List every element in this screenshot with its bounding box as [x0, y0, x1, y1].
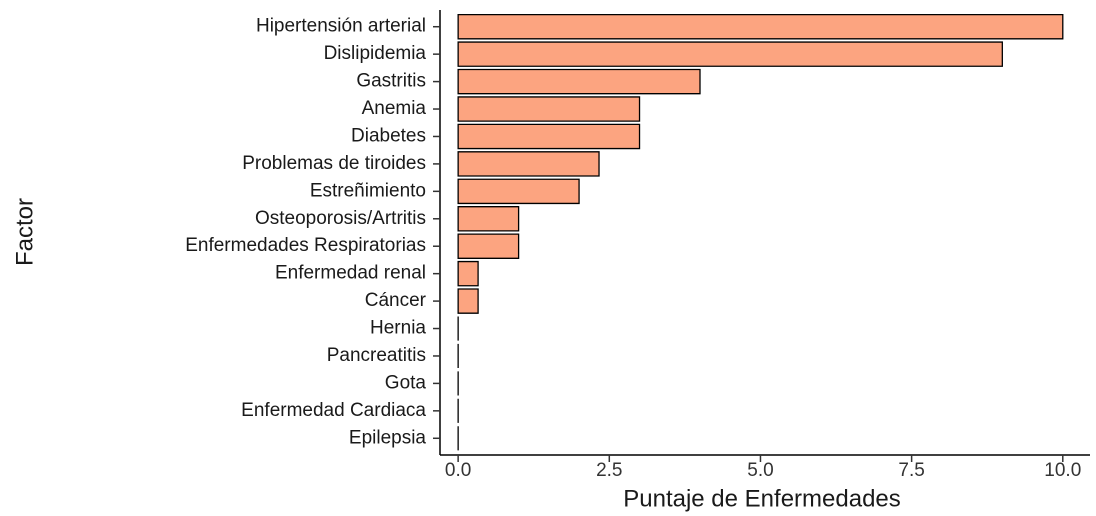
x-tick-label: 2.5: [596, 460, 622, 481]
y-tick-label: Gota: [385, 372, 427, 393]
y-tick-label: Cáncer: [365, 290, 427, 311]
y-tick-label: Hernia: [370, 318, 426, 339]
bar: [457, 13, 1064, 40]
bar: [457, 206, 520, 232]
y-tick-label: Enfermedad Cardiaca: [241, 400, 426, 421]
y-tick-label: Dislipidemia: [324, 43, 427, 64]
bar: [457, 123, 641, 150]
x-tick-label: 5.0: [747, 460, 773, 481]
y-tick-label: Enfermedad renal: [275, 263, 426, 284]
bar: [457, 151, 600, 177]
bar: [457, 68, 701, 95]
y-tick-label: Diabetes: [351, 125, 426, 146]
y-axis-title: Factor: [11, 198, 38, 266]
y-tick-label: Anemia: [362, 98, 427, 119]
x-tick-label: 7.5: [898, 460, 924, 481]
bar: [457, 260, 479, 287]
bar: [457, 233, 520, 259]
y-tick-label: Pancreatitis: [327, 345, 426, 366]
x-axis-title: Puntaje de Enfermedades: [623, 485, 901, 512]
bar: [457, 96, 641, 122]
y-tick-label: Problemas de tiroides: [242, 153, 426, 174]
x-tick-label: 0.0: [445, 460, 471, 481]
x-tick-label: 10.0: [1044, 460, 1081, 481]
y-tick-label: Epilepsia: [349, 427, 427, 448]
y-tick-label: Hipertensión arterial: [256, 16, 426, 37]
bar: [457, 288, 479, 314]
y-tick-label: Estreñimiento: [310, 180, 426, 201]
bar: [457, 178, 580, 205]
y-tick-label: Gastritis: [356, 71, 426, 92]
bar: [457, 41, 1003, 67]
y-tick-label: Enfermedades Respiratorias: [185, 235, 426, 256]
y-tick-label: Osteoporosis/Artritis: [255, 208, 426, 229]
